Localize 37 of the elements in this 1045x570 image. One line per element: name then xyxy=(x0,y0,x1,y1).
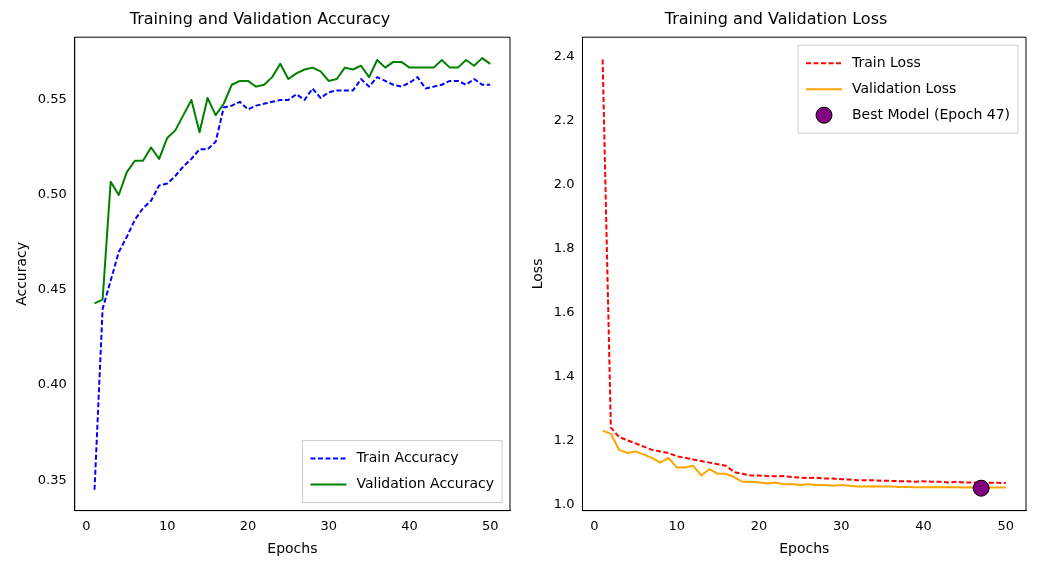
x-tick-label: 50 xyxy=(481,517,499,533)
y-axis-title: Loss xyxy=(529,258,546,290)
x-axis-title: Epochs xyxy=(779,540,830,557)
chart-title: Training and Validation Loss xyxy=(663,8,888,28)
y-tick-label: 2.0 xyxy=(553,175,575,191)
y-tick-label: 0.45 xyxy=(37,281,67,297)
x-tick-label: 30 xyxy=(320,517,337,533)
y-tick-label: 2.4 xyxy=(553,47,575,63)
x-tick-label: 10 xyxy=(158,517,176,533)
x-tick-label: 40 xyxy=(401,517,418,533)
line-series xyxy=(93,76,492,491)
y-axis-title: Accuracy xyxy=(13,241,30,306)
legend-label: Best Model (Epoch 47) xyxy=(852,105,1011,122)
y-tick-label: 0.35 xyxy=(37,471,67,487)
y-tick-label: 1.8 xyxy=(553,239,575,255)
y-tick-label: 2.2 xyxy=(553,111,575,127)
x-tick-label: 40 xyxy=(915,517,932,533)
legend-label: Validation Loss xyxy=(852,79,957,96)
x-tick-label: 0 xyxy=(590,517,599,533)
x-tick-label: 0 xyxy=(82,517,91,533)
legend-label: Train Loss xyxy=(851,53,921,70)
x-tick-label: 30 xyxy=(832,517,850,533)
y-tick-label: 1.4 xyxy=(553,367,575,383)
legend-label: Validation Accuracy xyxy=(356,475,494,492)
y-tick-label: 1.6 xyxy=(553,303,575,319)
x-tick-label: 20 xyxy=(750,517,768,533)
chart-title: Training and Validation Accuracy xyxy=(128,8,391,28)
x-tick-label: 10 xyxy=(668,517,685,533)
y-tick-label: 0.55 xyxy=(37,91,67,107)
x-tick-label: 50 xyxy=(997,517,1015,533)
y-tick-label: 0.40 xyxy=(37,376,67,392)
x-axis-title: Epochs xyxy=(267,540,318,557)
y-tick-label: 1.0 xyxy=(553,495,575,511)
legend-label: Train Accuracy xyxy=(355,449,459,466)
y-tick-label: 1.2 xyxy=(553,431,575,447)
x-tick-label: 20 xyxy=(239,517,257,533)
y-tick-label: 0.50 xyxy=(37,186,67,202)
